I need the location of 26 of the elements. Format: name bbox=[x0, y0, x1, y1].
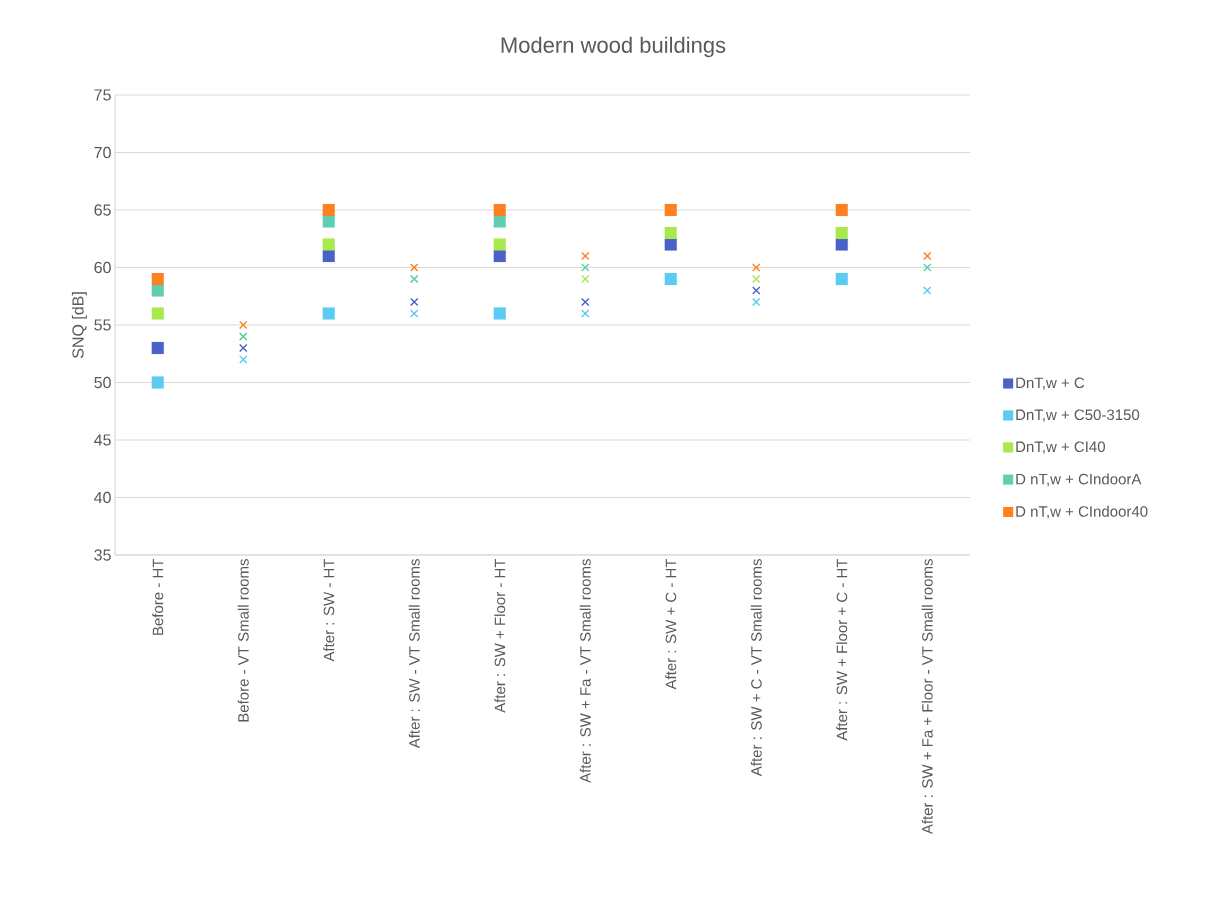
x-tick-label: After : SW + Fa + Floor - VT Small rooms bbox=[921, 559, 933, 835]
y-tick-label: 65 bbox=[94, 204, 111, 216]
y-axis-title: SNQ [dB] bbox=[71, 292, 87, 359]
y-tick-label: 55 bbox=[94, 319, 111, 331]
legend-label: DnT,w + C50-3150 bbox=[1016, 409, 1140, 422]
x-tick-label: After : SW + Fa - VT Small rooms bbox=[579, 559, 591, 783]
y-tick-label: 75 bbox=[94, 89, 111, 101]
x-tick-label: After : SW - VT Small rooms bbox=[408, 559, 420, 749]
legend-label: D nT,w + CIndoor40 bbox=[1016, 505, 1148, 519]
x-tick-label: After : SW + Floor + C - HT bbox=[836, 558, 848, 741]
x-tick-label: After : SW + C - VT Small rooms bbox=[750, 559, 762, 777]
y-tick-label: 45 bbox=[94, 434, 111, 446]
y-tick-label: 35 bbox=[94, 549, 111, 561]
legend-label: DnT,w + C bbox=[1016, 377, 1085, 390]
y-tick-label: 70 bbox=[94, 146, 111, 159]
chart-title: Modern wood buildings bbox=[501, 36, 726, 58]
legend-label: DnT,w + CI40 bbox=[1016, 441, 1105, 454]
x-tick-label: After : SW + C - HT bbox=[665, 558, 677, 690]
x-tick-label: Before - VT Small rooms bbox=[237, 559, 249, 722]
y-tick-label: 50 bbox=[94, 376, 111, 389]
x-tick-label: After : SW + Floor - HT bbox=[494, 558, 506, 713]
legend-label: D nT,w + CIndoorA bbox=[1016, 473, 1142, 487]
y-tick-label: 40 bbox=[94, 491, 111, 504]
x-tick-label: Before - HT bbox=[152, 558, 164, 635]
y-tick-label: 60 bbox=[94, 261, 111, 274]
x-tick-label: After : SW - HT bbox=[323, 558, 335, 662]
